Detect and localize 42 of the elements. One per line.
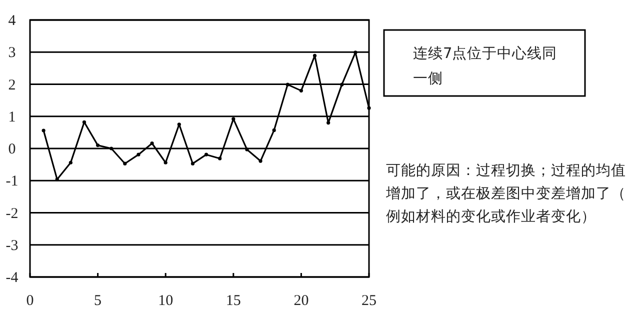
point [340, 82, 344, 86]
y-tick-label: -3 [6, 238, 18, 254]
point [177, 122, 181, 126]
y-tick-label: -2 [6, 206, 18, 222]
x-tick-label: 5 [94, 293, 102, 309]
point [68, 160, 72, 164]
point [204, 152, 208, 156]
y-tick-label: -4 [6, 270, 19, 286]
x-tick-label: 20 [294, 293, 309, 309]
point [312, 54, 317, 58]
y-tick-label: 3 [8, 45, 16, 62]
point [272, 128, 276, 132]
point [42, 128, 46, 132]
y-tick-label: 1 [8, 109, 16, 126]
point [164, 160, 168, 164]
point [232, 117, 236, 121]
text: 连续7点位于中心线同一侧 [413, 45, 558, 87]
point [96, 143, 100, 148]
point [136, 152, 140, 156]
y-tick-label: 4 [8, 13, 16, 29]
y-tick-label: -1 [6, 174, 18, 190]
point [110, 146, 114, 150]
text: 可能的原因：过程切换；过程的均值增加了，或在极差图中变差增加了（例如材料的变化或作业者变化） [385, 162, 626, 225]
x-tick-label: 25 [362, 293, 376, 309]
point [245, 148, 249, 152]
point [286, 82, 290, 86]
point [55, 178, 59, 182]
point [82, 120, 86, 124]
point [354, 50, 358, 54]
x-tick-label: 0 [26, 293, 34, 309]
point [123, 162, 127, 166]
point [299, 88, 303, 92]
x-tick-label: 10 [158, 293, 174, 309]
point [218, 156, 222, 160]
point [150, 142, 154, 146]
y-tick-label: 0 [8, 142, 16, 158]
point [258, 159, 262, 163]
point [326, 121, 330, 125]
point [190, 162, 195, 166]
point [367, 106, 371, 110]
y-tick-label: 2 [8, 77, 16, 94]
x-tick-label: 15 [226, 293, 241, 309]
